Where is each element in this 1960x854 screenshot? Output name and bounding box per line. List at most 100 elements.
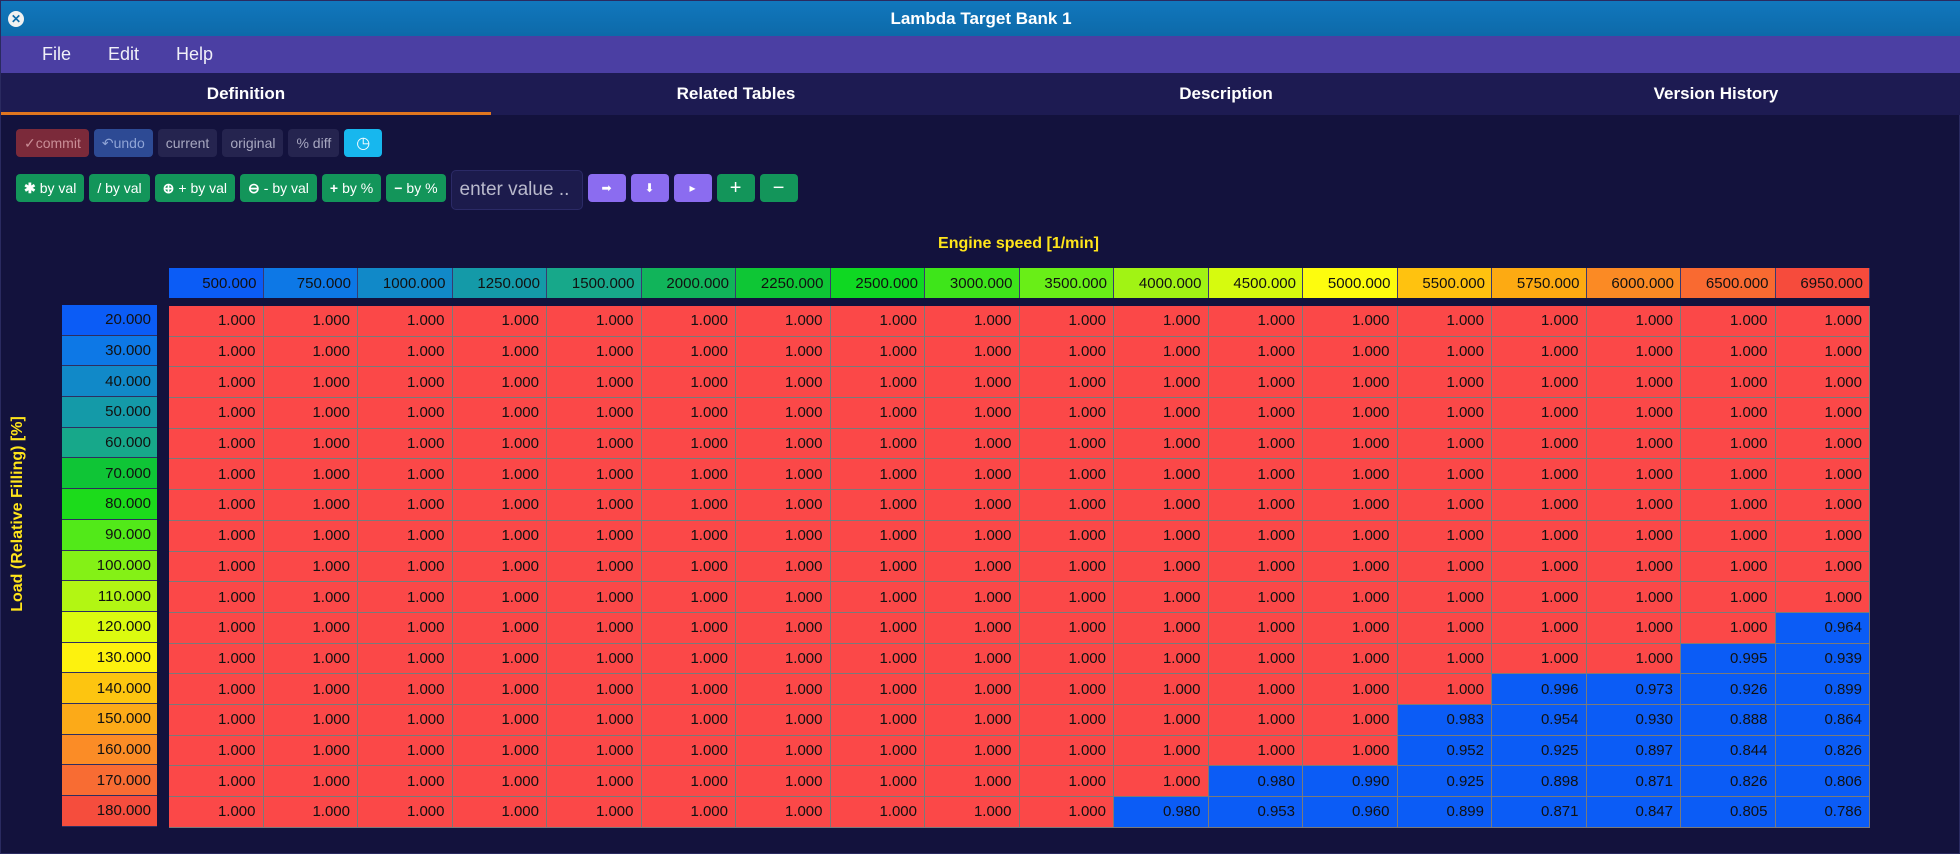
table-cell[interactable]: 1.000 (925, 490, 1020, 521)
table-cell[interactable]: 0.983 (1397, 704, 1492, 736)
table-cell[interactable]: 0.826 (1681, 766, 1776, 797)
table-cell[interactable]: 1.000 (1397, 428, 1492, 460)
x-axis-cell[interactable]: 3500.000 (1019, 268, 1114, 298)
table-cell[interactable]: 1.000 (452, 459, 547, 491)
table-cell[interactable]: 1.000 (1586, 643, 1681, 675)
table-cell[interactable]: 1.000 (547, 643, 642, 675)
table-cell[interactable]: 1.000 (452, 612, 547, 644)
table-cell[interactable]: 1.000 (263, 520, 358, 552)
table-cell[interactable]: 1.000 (263, 428, 358, 460)
table-cell[interactable]: 1.000 (1208, 674, 1303, 705)
table-cell[interactable]: 1.000 (736, 735, 831, 767)
table-cell[interactable]: 1.000 (1397, 582, 1492, 613)
table-cell[interactable]: 1.000 (1303, 490, 1398, 521)
table-cell[interactable]: 1.000 (641, 520, 736, 552)
table-cell[interactable]: 1.000 (1019, 766, 1114, 797)
table-cell[interactable]: 1.000 (736, 520, 831, 552)
table-cell[interactable]: 1.000 (1492, 367, 1587, 399)
table-cell[interactable]: 1.000 (358, 582, 453, 613)
table-cell[interactable]: 1.000 (1492, 612, 1587, 644)
table-cell[interactable]: 1.000 (547, 398, 642, 429)
table-cell[interactable]: 1.000 (1492, 582, 1587, 613)
table-cell[interactable]: 1.000 (1303, 612, 1398, 644)
table-cell[interactable]: 1.000 (830, 398, 925, 429)
table-cell[interactable]: 0.805 (1681, 797, 1776, 828)
table-cell[interactable]: 1.000 (1397, 520, 1492, 552)
table-cell[interactable]: 1.000 (547, 428, 642, 460)
table-cell[interactable]: 1.000 (736, 336, 831, 368)
tab-related-tables[interactable]: Related Tables (676, 84, 796, 103)
table-cell[interactable]: 1.000 (452, 490, 547, 521)
x-axis-cell[interactable]: 4500.000 (1208, 268, 1303, 298)
table-cell[interactable]: 1.000 (1492, 643, 1587, 675)
table-cell[interactable]: 1.000 (1397, 398, 1492, 429)
table-cell[interactable]: 1.000 (641, 398, 736, 429)
table-cell[interactable]: 1.000 (641, 704, 736, 736)
table-cell[interactable]: 1.000 (547, 551, 642, 583)
table-cell[interactable]: 1.000 (358, 336, 453, 368)
table-cell[interactable]: 1.000 (830, 612, 925, 644)
table-cell[interactable]: 1.000 (1208, 735, 1303, 767)
table-cell[interactable]: 1.000 (358, 490, 453, 521)
table-cell[interactable]: 1.000 (169, 367, 264, 399)
table-cell[interactable]: 1.000 (169, 643, 264, 675)
table-cell[interactable]: 1.000 (1775, 306, 1870, 337)
table-cell[interactable]: 0.899 (1397, 797, 1492, 828)
table-cell[interactable]: 1.000 (1586, 306, 1681, 337)
table-cell[interactable]: 1.000 (925, 428, 1020, 460)
table-cell[interactable]: 1.000 (169, 428, 264, 460)
table-cell[interactable]: 1.000 (1208, 520, 1303, 552)
x-axis-cell[interactable]: 750.000 (263, 268, 358, 298)
table-cell[interactable]: 1.000 (1303, 306, 1398, 337)
table-cell[interactable]: 1.000 (1492, 520, 1587, 552)
table-cell[interactable]: 1.000 (1114, 306, 1209, 337)
table-cell[interactable]: 1.000 (547, 459, 642, 491)
table-cell[interactable]: 1.000 (1586, 459, 1681, 491)
table-cell[interactable]: 0.806 (1775, 766, 1870, 797)
table-cell[interactable]: 1.000 (358, 367, 453, 399)
table-cell[interactable]: 0.826 (1775, 735, 1870, 767)
table-cell[interactable]: 1.000 (925, 582, 1020, 613)
multiply-by-value-button[interactable]: ✱ by val (16, 174, 85, 202)
table-cell[interactable]: 0.953 (1208, 797, 1303, 828)
table-cell[interactable]: 1.000 (452, 735, 547, 767)
x-axis-cell[interactable]: 4000.000 (1114, 268, 1209, 298)
table-cell[interactable]: 1.000 (1397, 643, 1492, 675)
table-cell[interactable]: 1.000 (830, 306, 925, 337)
table-cell[interactable]: 1.000 (1492, 459, 1587, 491)
table-cell[interactable]: 1.000 (358, 643, 453, 675)
table-cell[interactable]: 1.000 (263, 643, 358, 675)
table-cell[interactable]: 1.000 (736, 367, 831, 399)
table-cell[interactable]: 1.000 (263, 766, 358, 797)
table-cell[interactable]: 1.000 (1019, 459, 1114, 491)
table-cell[interactable]: 1.000 (1019, 643, 1114, 675)
table-cell[interactable]: 1.000 (1303, 735, 1398, 767)
table-cell[interactable]: 1.000 (452, 704, 547, 736)
table-cell[interactable]: 1.000 (736, 459, 831, 491)
table-cell[interactable]: 1.000 (830, 428, 925, 460)
table-cell[interactable]: 1.000 (1019, 306, 1114, 337)
table-cell[interactable]: 1.000 (1775, 459, 1870, 491)
table-cell[interactable]: 1.000 (925, 459, 1020, 491)
table-cell[interactable]: 1.000 (925, 704, 1020, 736)
table-cell[interactable]: 1.000 (1492, 551, 1587, 583)
table-cell[interactable]: 0.996 (1492, 674, 1587, 705)
table-cell[interactable]: 1.000 (1681, 520, 1776, 552)
table-cell[interactable]: 1.000 (1114, 766, 1209, 797)
table-cell[interactable]: 1.000 (1681, 398, 1776, 429)
table-cell[interactable]: 1.000 (1492, 398, 1587, 429)
table-cell[interactable]: 1.000 (1303, 643, 1398, 675)
table-cell[interactable]: 1.000 (1019, 612, 1114, 644)
table-cell[interactable]: 1.000 (1019, 336, 1114, 368)
table-cell[interactable]: 1.000 (169, 490, 264, 521)
table-cell[interactable]: 1.000 (925, 551, 1020, 583)
y-axis-cell[interactable]: 50.000 (62, 397, 157, 428)
table-cell[interactable]: 1.000 (1775, 336, 1870, 368)
table-cell[interactable]: 1.000 (830, 643, 925, 675)
menu-help[interactable]: Help (176, 44, 214, 64)
table-cell[interactable]: 1.000 (736, 306, 831, 337)
increment-button[interactable]: + (716, 174, 755, 202)
table-cell[interactable]: 1.000 (1114, 367, 1209, 399)
table-cell[interactable]: 1.000 (736, 428, 831, 460)
table-cell[interactable]: 1.000 (830, 551, 925, 583)
